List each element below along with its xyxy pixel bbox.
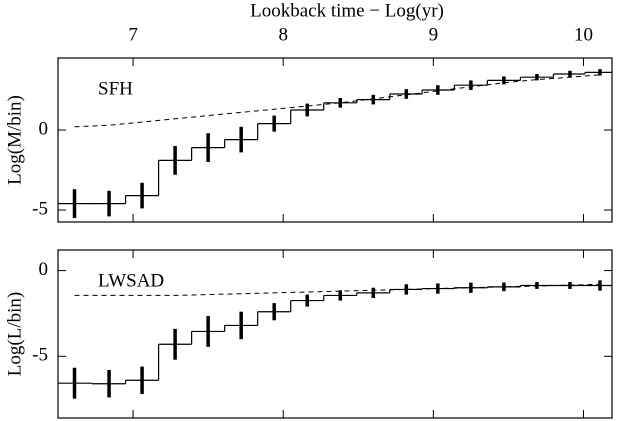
x-tick-label: 9 [429,24,439,45]
plot-frame [57,57,613,223]
y-axis-title: Log(M/bin) [4,95,25,185]
y-tick-label: 0 [39,118,49,139]
panel-label: SFH [98,78,133,99]
x-tick-label: 7 [128,24,138,45]
y-tick-label: 0 [39,259,49,280]
x-tick-label: 8 [278,24,288,45]
y-axis-title: Log(L/bin) [4,292,25,376]
panel-label: LWSAD [98,270,164,291]
x-axis-title: Lookback time − Log(yr) [250,0,444,21]
x-tick-label: 10 [574,24,593,45]
y-tick-label: -5 [32,198,48,219]
dashed-line [74,74,601,128]
y-tick-label: -5 [32,345,48,366]
plot-frame [57,249,613,419]
